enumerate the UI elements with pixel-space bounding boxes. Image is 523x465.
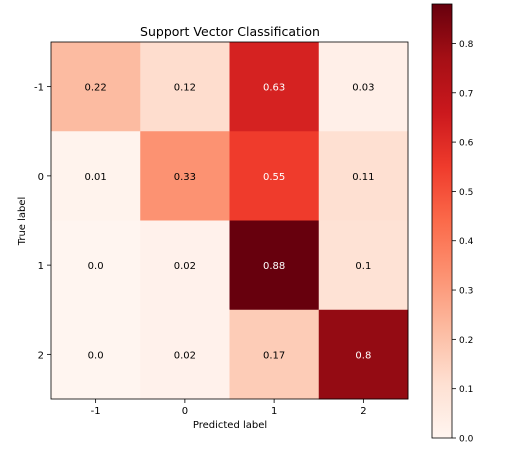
y-axis-label: True label <box>17 197 28 247</box>
colorbar-tick-label: 0.0 <box>459 435 474 445</box>
x-tick-label: 0 <box>182 406 188 417</box>
y-tick-label: -1 <box>34 83 44 94</box>
y-tick-label: 0 <box>38 172 44 183</box>
colorbar-tick-label: 0.6 <box>459 139 474 149</box>
cell-value-label: 0.0 <box>88 350 104 361</box>
cell-value-label: 0.02 <box>174 350 196 361</box>
colorbar-tick-label: 0.5 <box>459 188 473 198</box>
x-axis-label: Predicted label <box>193 420 267 431</box>
cell-value-label: 0.12 <box>174 83 196 94</box>
heatmap-cells: 0.22 0.12 0.63 0.03 0.01 0.33 0.55 0.11 0.0 0.02 0… <box>51 42 408 399</box>
chart-title: Support Vector Classification <box>140 24 320 39</box>
cell-value-label: 0.8 <box>355 350 371 361</box>
colorbar-tick-label: 0.1 <box>459 385 473 395</box>
cell-value-label: 0.55 <box>263 172 285 183</box>
cell-value-label: 0.88 <box>263 261 285 272</box>
colorbar-gradient <box>432 4 452 438</box>
cell-value-label: 0.33 <box>174 172 196 183</box>
cell-value-label: 0.11 <box>352 172 374 183</box>
colorbar-tick-label: 0.2 <box>459 336 473 346</box>
colorbar-tick-label: 0.8 <box>459 40 474 50</box>
cell-value-label: 0.03 <box>352 83 374 94</box>
colorbar-tick-label: 0.4 <box>459 237 474 247</box>
cell-value-label: 0.02 <box>174 261 196 272</box>
y-tick-label: 1 <box>38 261 44 272</box>
x-tick-label: -1 <box>91 406 101 417</box>
x-tick-label: 2 <box>360 406 366 417</box>
y-axis-ticks: -1 0 1 2 <box>34 83 51 362</box>
cell-value-label: 0.63 <box>263 83 285 94</box>
colorbar-tick-label: 0.7 <box>459 89 473 99</box>
cell-value-label: 0.0 <box>88 261 104 272</box>
colorbar: 0.0 0.1 0.2 0.3 0.4 0.5 0.6 0.7 0.8 <box>432 4 474 445</box>
cell-value-label: 0.17 <box>263 350 285 361</box>
cell-value-label: 0.1 <box>355 261 371 272</box>
x-tick-label: 1 <box>271 406 277 417</box>
cell-value-label: 0.01 <box>84 172 106 183</box>
colorbar-tick-label: 0.3 <box>459 287 473 297</box>
cell-value-label: 0.22 <box>84 83 106 94</box>
y-tick-label: 2 <box>38 350 44 361</box>
x-axis-ticks: -1 0 1 2 <box>91 399 367 417</box>
